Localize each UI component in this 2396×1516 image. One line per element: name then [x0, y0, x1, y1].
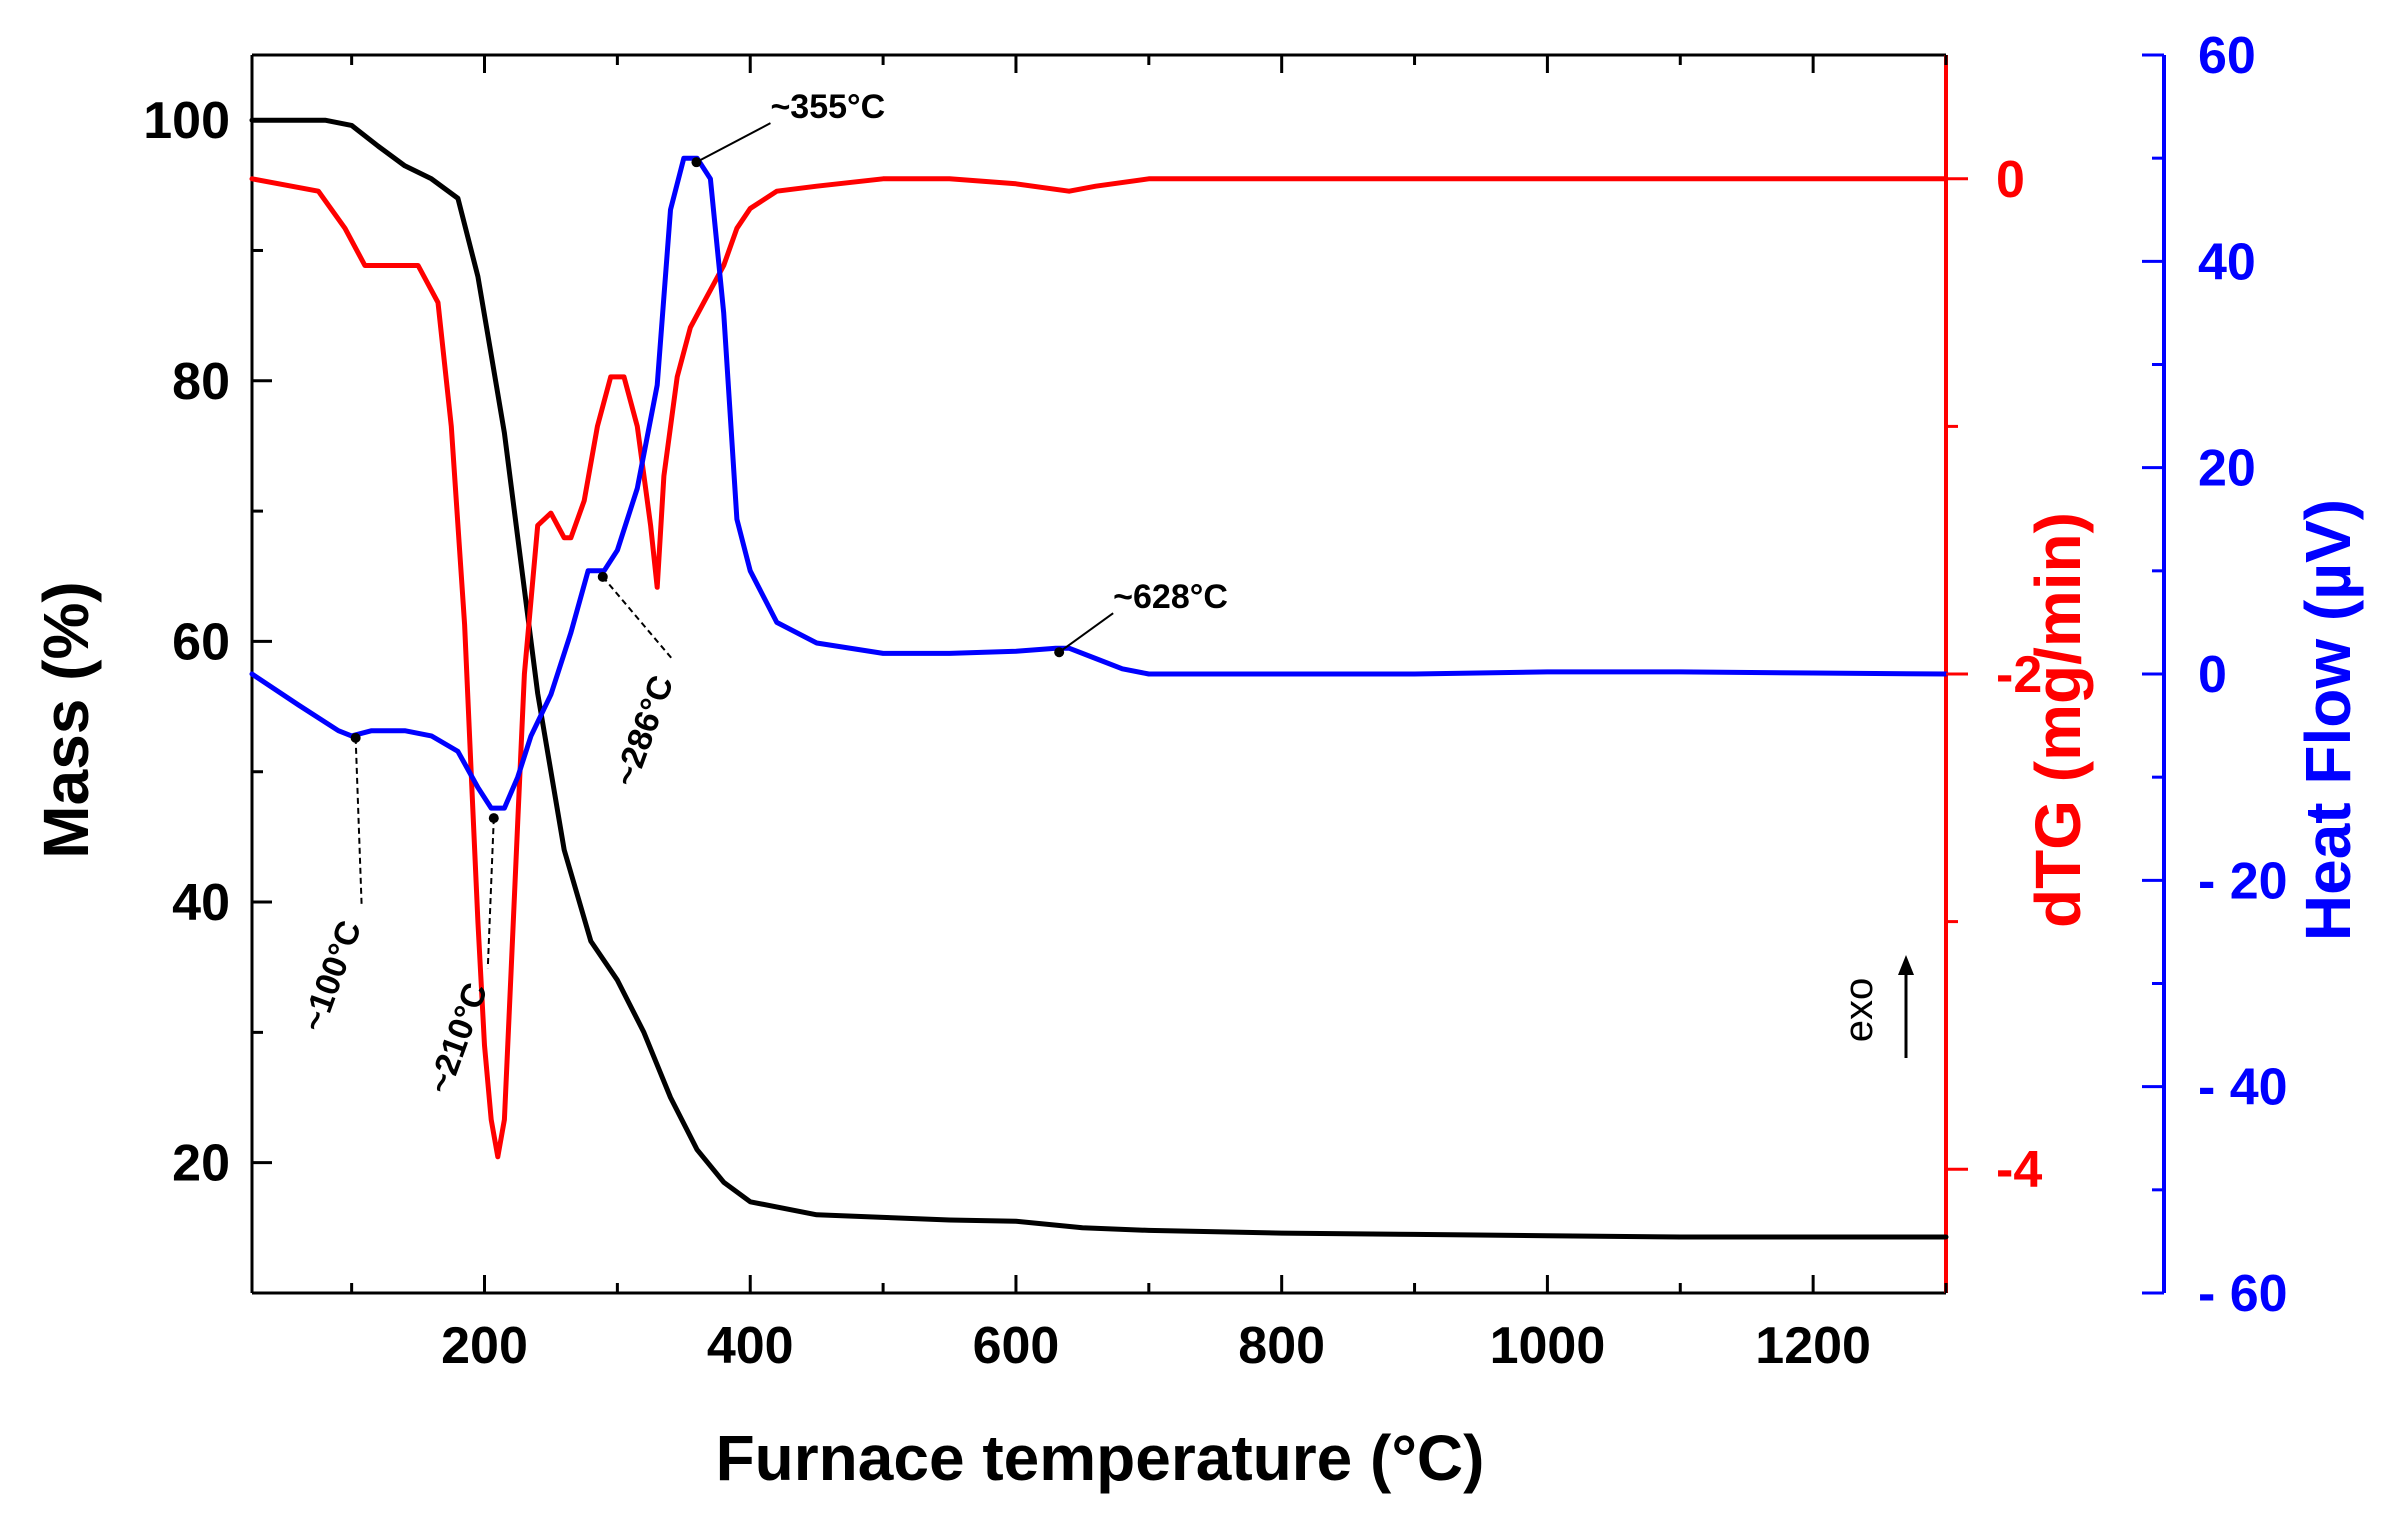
heat-tick-label: - 40 — [2198, 1059, 2288, 1117]
annotation-arrow-head — [1054, 647, 1065, 658]
annotation-label: ~628°C — [1113, 578, 1228, 616]
annotation-label: ~355°C — [770, 88, 885, 126]
annotation-arrow-head — [488, 813, 499, 824]
x-tick-label: 800 — [1238, 1317, 1325, 1375]
annotation-pointer — [602, 576, 675, 662]
heat-tick-label: 60 — [2198, 27, 2256, 85]
annotation-pointer — [695, 122, 771, 164]
annotation-pointer — [1058, 612, 1114, 654]
series-layer — [249, 117, 1949, 1240]
heat-flow-axis-title: Heat Flow (µV) — [2292, 499, 2364, 941]
heat-tick-label: 20 — [2198, 440, 2256, 498]
exo-arrow-head — [1898, 955, 1914, 975]
annotation-pointer — [486, 818, 495, 969]
annotation-arrow-head — [350, 732, 361, 743]
heat-tick-label: 0 — [2198, 646, 2227, 704]
dtg-tick-label: 0 — [1996, 151, 2025, 209]
heat-flow-series-line — [249, 155, 1949, 811]
x-axis: 200 400 600 800 1000 1200 — [350, 55, 1948, 1375]
heat-tick-label: - 60 — [2198, 1265, 2288, 1323]
mass-tick-label: 40 — [172, 874, 230, 932]
mass-series-line — [249, 117, 1949, 1240]
x-tick-label: 1200 — [1755, 1317, 1871, 1375]
annotation-arrow-head — [597, 571, 608, 582]
exo-indicator: exo — [1837, 955, 1914, 1058]
mass-tick-label: 80 — [172, 353, 230, 411]
mass-tick-label: 100 — [143, 92, 230, 150]
dtg-axis: 0 -2 -4 — [1946, 151, 2042, 1199]
heat-tick-label: 40 — [2198, 233, 2256, 291]
mass-axis: 20 40 60 80 100 — [143, 92, 272, 1193]
mass-tick-label: 20 — [172, 1135, 230, 1193]
dtg-series-line — [249, 176, 1949, 1160]
annotation-arrow-head — [691, 157, 702, 168]
x-axis-title: Furnace temperature (°C) — [716, 1422, 1485, 1494]
heat-tick-label: - 20 — [2198, 852, 2288, 910]
x-tick-label: 1000 — [1490, 1317, 1606, 1375]
mass-tick-label: 60 — [172, 613, 230, 671]
x-tick-label: 600 — [973, 1317, 1060, 1375]
mass-axis-title: Mass (%) — [30, 581, 102, 858]
dtg-tick-label: -2 — [1996, 646, 2042, 704]
exo-label: exo — [1837, 978, 1881, 1043]
heat-flow-axis: 60 40 20 0 - 20 - 40 - 60 — [2142, 27, 2288, 1323]
dtg-axis-title: dTG (mg/min) — [2022, 512, 2094, 928]
dtg-tick-label: -4 — [1996, 1141, 2042, 1199]
x-tick-label: 400 — [707, 1317, 794, 1375]
x-tick-label: 200 — [441, 1317, 528, 1375]
annotation-pointer — [354, 737, 363, 906]
